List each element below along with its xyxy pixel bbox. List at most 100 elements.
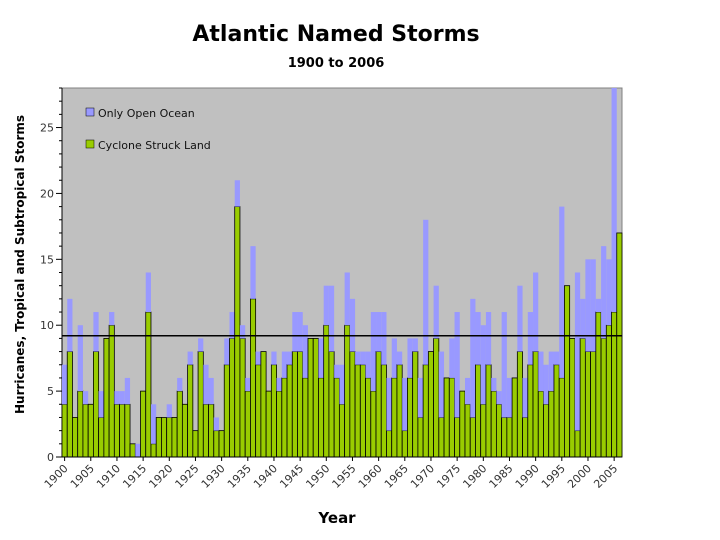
bar-open-ocean: [391, 338, 397, 378]
x-tick-label: 2005: [591, 462, 620, 491]
x-tick-label: 2000: [565, 462, 594, 491]
bar-struck-land: [422, 364, 429, 458]
bar-struck-land: [501, 417, 508, 458]
bar-open-ocean: [470, 298, 476, 418]
x-tick-label: 1950: [303, 462, 332, 491]
bar-struck-land: [616, 232, 623, 458]
bar-struck-land: [155, 417, 162, 458]
bar-struck-land: [511, 377, 518, 458]
x-tick-label: 1940: [251, 462, 280, 491]
bar-open-ocean: [250, 246, 256, 299]
bar-struck-land: [108, 324, 115, 458]
bar-struck-land: [234, 206, 241, 458]
bar-struck-land: [391, 377, 398, 458]
bar-open-ocean: [590, 259, 596, 352]
bar-struck-land: [276, 390, 283, 458]
bar-struck-land: [443, 377, 450, 458]
bar-struck-land: [490, 390, 497, 458]
bar-struck-land: [433, 337, 440, 458]
bar-open-ocean: [553, 351, 560, 365]
bar-struck-land: [312, 337, 319, 458]
legend-swatch-struck-land: [85, 139, 95, 149]
bar-open-ocean: [82, 391, 89, 405]
bar-open-ocean: [281, 351, 288, 378]
bar-struck-land: [202, 403, 209, 458]
bar-struck-land: [176, 390, 183, 458]
bar-open-ocean: [438, 351, 445, 418]
bar-struck-land: [250, 298, 257, 458]
bar-open-ocean: [302, 325, 308, 378]
chart-subtitle: 1900 to 2006: [287, 56, 385, 71]
bar-open-ocean: [334, 364, 340, 378]
bar-struck-land: [370, 390, 377, 458]
bar-open-ocean: [475, 312, 481, 365]
bar-open-ocean: [271, 351, 277, 365]
bar-open-ocean: [548, 351, 554, 392]
y-axis-title: Hurricanes, Tropical and Subtropical Sto…: [13, 115, 27, 414]
bar-struck-land: [469, 417, 476, 458]
bar-struck-land: [553, 364, 560, 458]
legend-label-struck-land: Cyclone Struck Land: [98, 139, 211, 152]
bar-open-ocean: [323, 285, 329, 326]
bar-struck-land: [354, 364, 361, 458]
bar-struck-land: [427, 351, 434, 458]
bar-struck-land: [140, 390, 147, 458]
bar-struck-land: [600, 337, 607, 458]
bar-struck-land: [302, 377, 309, 458]
x-tick-label: 1930: [199, 462, 228, 491]
bar-open-ocean: [538, 351, 544, 392]
bar-struck-land: [558, 377, 565, 458]
x-tick-label: 1910: [94, 462, 123, 491]
bar-open-ocean: [198, 338, 204, 352]
bar-open-ocean: [601, 246, 607, 339]
x-tick-label: 1945: [277, 462, 306, 491]
bar-struck-land: [328, 351, 335, 458]
bar-struck-land: [265, 390, 272, 458]
bar-struck-land: [82, 403, 89, 458]
bar-struck-land: [98, 417, 105, 458]
bar-open-ocean: [464, 377, 471, 405]
bar-struck-land: [208, 403, 215, 458]
bar-struck-land: [192, 430, 199, 458]
x-tick-label: 1960: [356, 462, 385, 491]
bar-open-ocean: [208, 377, 214, 405]
bar-struck-land: [291, 351, 298, 458]
bar-open-ocean: [276, 377, 282, 392]
x-tick-label: 1970: [408, 462, 437, 491]
bar-open-ocean: [386, 377, 392, 431]
bar-struck-land: [569, 337, 576, 458]
bar-struck-land: [61, 403, 68, 458]
bar-open-ocean: [177, 377, 183, 392]
bar-struck-land: [459, 390, 466, 458]
bar-open-ocean: [203, 364, 209, 405]
bar-struck-land: [375, 351, 382, 458]
bar-open-ocean: [349, 298, 356, 352]
x-tick-label: 1900: [42, 462, 71, 491]
bar-open-ocean: [543, 364, 549, 405]
bar-open-ocean: [67, 298, 73, 352]
bar-open-ocean: [135, 443, 141, 457]
bar-struck-land: [532, 351, 539, 458]
legend-label-open-ocean: Only Open Ocean: [98, 107, 195, 120]
bar-struck-land: [72, 417, 79, 458]
bar-open-ocean: [396, 351, 403, 365]
bar-open-ocean: [454, 312, 460, 418]
bar-struck-land: [244, 390, 251, 458]
x-tick-label: 1980: [460, 462, 489, 491]
bar-struck-land: [527, 364, 534, 458]
bar-open-ocean: [166, 404, 172, 418]
bar-struck-land: [93, 351, 100, 458]
bar-open-ocean: [355, 351, 361, 365]
x-tick-label: 1905: [68, 462, 97, 491]
x-tick-label: 1990: [513, 462, 542, 491]
x-tick-label: 1975: [434, 462, 463, 491]
bar-open-ocean: [77, 325, 83, 392]
y-tick-label: 25: [40, 122, 54, 135]
bar-open-ocean: [417, 377, 424, 418]
x-tick-label: 1920: [146, 462, 175, 491]
bar-struck-land: [564, 285, 571, 458]
bar-struck-land: [417, 417, 424, 458]
y-axis: 0 5 10 15 20 25: [40, 87, 63, 464]
x-tick-label: 1965: [382, 462, 411, 491]
bar-struck-land: [338, 403, 346, 458]
